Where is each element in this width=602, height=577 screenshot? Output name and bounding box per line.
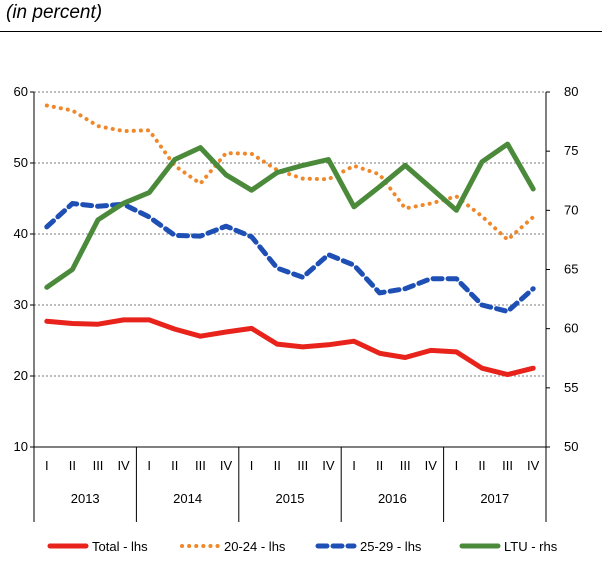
year-label: 2016 (378, 491, 407, 506)
x-axis-ticks: I II III IV I II III IV I II III IV I II III IV I II III IV… (33, 447, 547, 522)
quarter-label: III (400, 458, 411, 473)
right-axis-ticks: 50 55 60 65 70 75 80 (546, 84, 578, 454)
quarter-label: III (502, 458, 513, 473)
quarter-label: IV (322, 458, 335, 473)
left-tick-label: 60 (14, 84, 28, 99)
quarter-label: IV (527, 458, 540, 473)
gridlines (34, 91, 546, 377)
right-tick-label: 70 (564, 202, 578, 217)
quarter-label: IV (220, 458, 233, 473)
left-tick-label: 20 (14, 368, 28, 383)
quarter-label: III (195, 458, 206, 473)
series-line (44, 103, 536, 242)
legend: Total - lhs 20-24 - lhs 25-29 - lhs LTU - r… (47, 539, 558, 554)
right-tick-label: 75 (564, 143, 578, 158)
quarter-label: II (171, 458, 178, 473)
right-tick-label: 50 (564, 439, 578, 454)
quarter-label: II (274, 458, 281, 473)
year-label: 2014 (173, 491, 202, 506)
left-tick-label: 50 (14, 155, 28, 170)
year-label: 2015 (276, 491, 305, 506)
quarter-label: II (69, 458, 76, 473)
year-label: 2017 (480, 491, 509, 506)
quarter-label: IV (425, 458, 438, 473)
quarter-label: II (478, 458, 485, 473)
right-tick-label: 80 (564, 84, 578, 99)
left-tick-label: 30 (14, 297, 28, 312)
series-lines (44, 103, 536, 378)
axes (33, 92, 547, 448)
series-line (44, 141, 536, 290)
legend-label: LTU - rhs (504, 539, 558, 554)
quarter-label: I (352, 458, 356, 473)
right-tick-label: 55 (564, 380, 578, 395)
quarter-label: II (376, 458, 383, 473)
year-label: 2013 (71, 491, 100, 506)
series-line (44, 201, 536, 314)
quarter-label: IV (117, 458, 130, 473)
left-axis-ticks: 10 20 30 40 50 60 (14, 84, 34, 454)
title-rule (0, 31, 602, 32)
quarter-label: I (147, 458, 151, 473)
right-tick-label: 60 (564, 321, 578, 336)
legend-label: 25-29 - lhs (360, 539, 422, 554)
quarter-label: III (297, 458, 308, 473)
chart-subtitle: (in percent) (6, 2, 103, 23)
quarter-label: III (93, 458, 104, 473)
quarter-label: I (455, 458, 459, 473)
left-tick-label: 40 (14, 226, 28, 241)
quarter-label: I (250, 458, 254, 473)
legend-label: Total - lhs (92, 539, 148, 554)
left-tick-label: 10 (14, 439, 28, 454)
quarter-label: I (45, 458, 49, 473)
legend-label: 20-24 - lhs (224, 539, 286, 554)
right-tick-label: 65 (564, 262, 578, 277)
series-line (44, 317, 536, 378)
